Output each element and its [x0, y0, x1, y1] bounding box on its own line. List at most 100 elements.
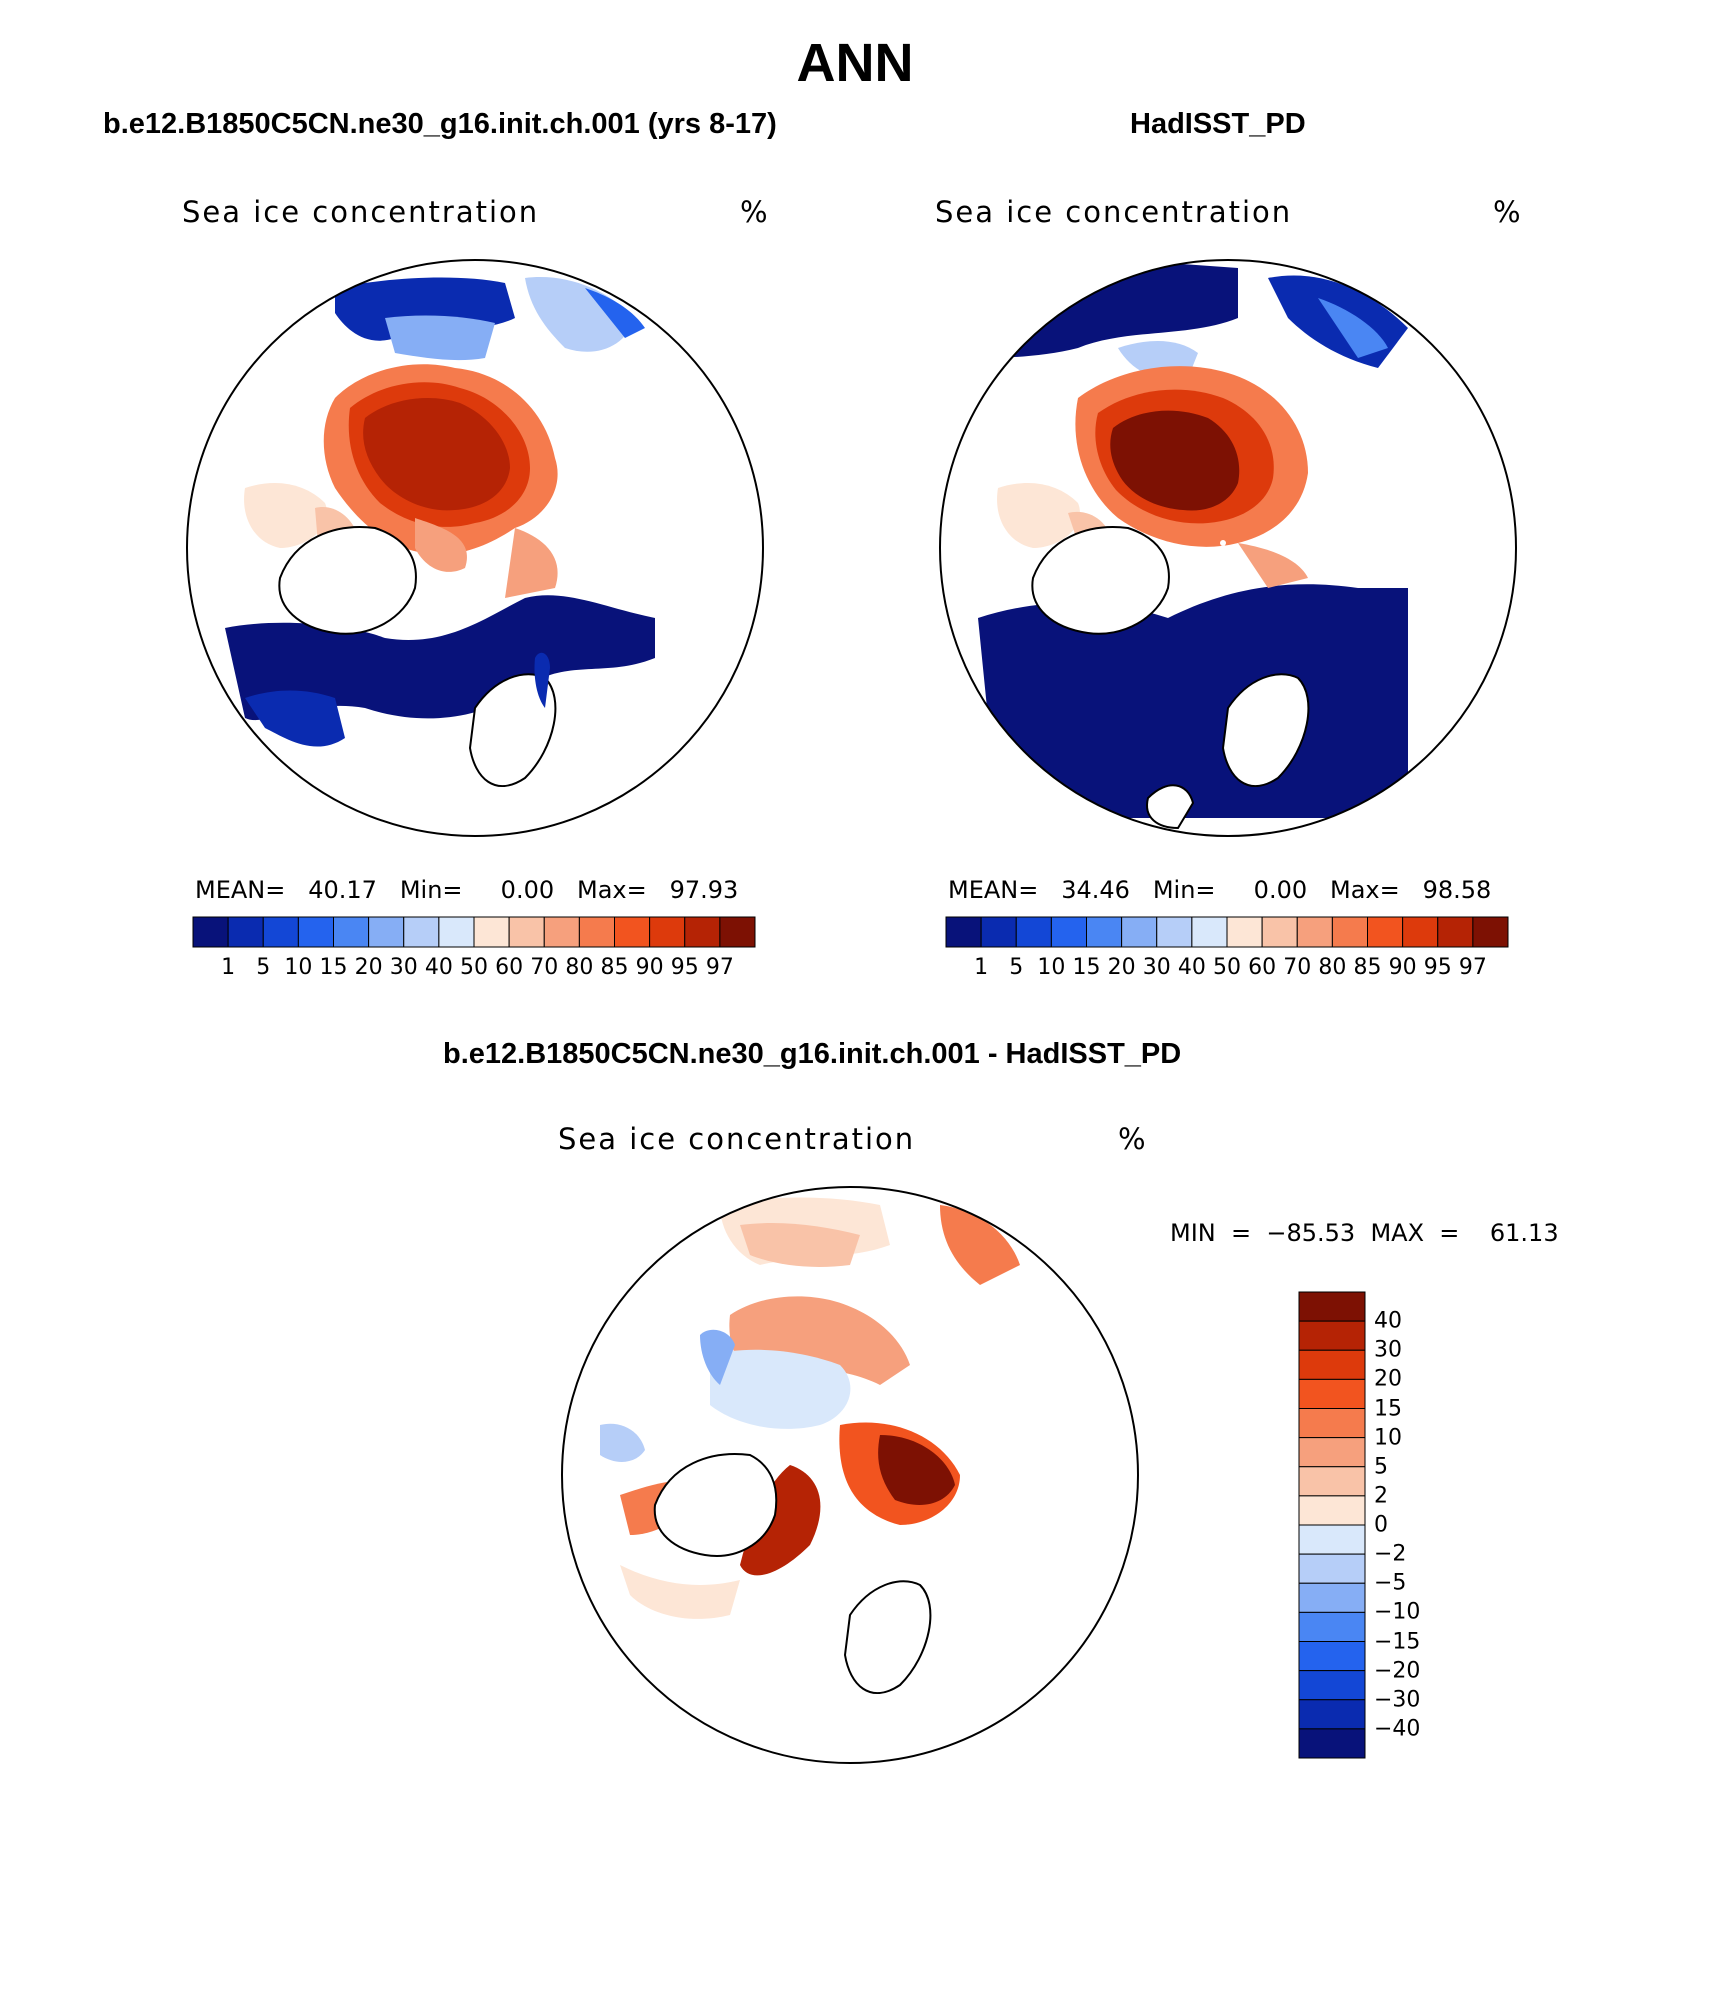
- diff-colorbar-tick-label: −5: [1374, 1570, 1407, 1596]
- colorbar-swatch: [508, 916, 545, 948]
- colorbar-swatch: [262, 916, 299, 948]
- bering-ice: [958, 263, 1238, 358]
- diff-colorbar-tick-label: 10: [1374, 1425, 1402, 1451]
- colorbar-swatch: [1121, 916, 1158, 948]
- diff-colorbar-tick-label: 5: [1374, 1454, 1388, 1480]
- panel2-units-label: %: [1493, 195, 1523, 229]
- panel2-colorbar: [945, 916, 1509, 948]
- colorbar-swatch: [1050, 916, 1087, 948]
- colorbar-swatch: [1367, 916, 1404, 948]
- colorbar-swatch: [1086, 916, 1123, 948]
- colorbar-swatch: [614, 916, 651, 948]
- diff-colorbar-swatch: [1298, 1524, 1366, 1555]
- colorbar-tick-label: 97: [705, 955, 734, 980]
- colorbar-tick-label: 10: [284, 955, 313, 980]
- colorbar-swatch: [684, 916, 721, 948]
- colorbar-swatch: [945, 916, 982, 948]
- colorbar-tick-label: 5: [1009, 955, 1024, 980]
- diff-colorbar-swatch: [1298, 1670, 1366, 1701]
- diff-colorbar-swatch: [1298, 1291, 1366, 1322]
- panel1-title: b.e12.B1850C5CN.ne30_g16.init.ch.001 (yr…: [103, 108, 777, 140]
- colorbar-swatch: [719, 916, 756, 948]
- panel2-stats: MEAN= 34.46 Min= 0.00 Max= 98.58: [948, 876, 1492, 904]
- colorbar-tick-label: 70: [1283, 955, 1312, 980]
- diff-colorbar-tick-label: 40: [1374, 1308, 1402, 1334]
- diff-title: b.e12.B1850C5CN.ne30_g16.init.ch.001 - H…: [443, 1038, 1182, 1070]
- diff-colorbar-swatch: [1298, 1466, 1366, 1497]
- colorbar-swatch: [649, 916, 686, 948]
- colorbar-swatch: [1437, 916, 1474, 948]
- diff-colorbar-ticks: 40 30 20 15 10 5 2 0 −2 −5 −10 −15 −20 −30 −40: [1374, 1292, 1444, 1758]
- figure-title: ANN: [796, 33, 914, 93]
- greenland: [278, 526, 417, 635]
- diff-colorbar-tick-label: −2: [1374, 1541, 1407, 1567]
- diff-variable-label: Sea ice concentration: [558, 1122, 916, 1156]
- diff-colorbar-swatch: [1298, 1728, 1366, 1759]
- colorbar-tick-label: 60: [495, 955, 524, 980]
- panel1-units-label: %: [740, 195, 770, 229]
- colorbar-tick-label: 15: [1072, 955, 1101, 980]
- diff-colorbar-swatch: [1298, 1437, 1366, 1468]
- colorbar-swatch: [438, 916, 475, 948]
- diff-colorbar-swatch: [1298, 1611, 1366, 1642]
- diff-colorbar-swatch: [1298, 1553, 1366, 1584]
- colorbar-tick-label: 20: [1107, 955, 1136, 980]
- panel1-variable-label: Sea ice concentration: [182, 195, 540, 229]
- colorbar-tick-label: 1: [974, 955, 989, 980]
- colorbar-tick-label: 40: [424, 955, 453, 980]
- colorbar-tick-label: 30: [1142, 955, 1171, 980]
- diff-colorbar-swatch: [1298, 1641, 1366, 1672]
- diff-colorbar-tick-label: −15: [1374, 1629, 1421, 1654]
- colorbar-swatch: [227, 916, 264, 948]
- diff-colorbar-tick-label: 20: [1374, 1366, 1402, 1392]
- diff-units-label: %: [1118, 1122, 1148, 1156]
- colorbar-swatch: [1191, 916, 1228, 948]
- colorbar-tick-label: 10: [1037, 955, 1066, 980]
- colorbar-tick-label: 15: [319, 955, 348, 980]
- colorbar-tick-label: 90: [1388, 955, 1417, 980]
- colorbar-tick-label: 70: [530, 955, 559, 980]
- colorbar-tick-label: 85: [600, 955, 629, 980]
- colorbar-tick-label: 95: [670, 955, 699, 980]
- diff-colorbar-swatch: [1298, 1378, 1366, 1409]
- colorbar-tick-label: 20: [354, 955, 383, 980]
- diff-colorbar-tick-label: 30: [1374, 1337, 1402, 1363]
- colorbar-tick-label: 90: [635, 955, 664, 980]
- diff-colorbar: [1298, 1291, 1366, 1759]
- panel2-map: [939, 259, 1517, 837]
- diff-colorbar-swatch: [1298, 1320, 1366, 1351]
- colorbar-tick-label: 60: [1248, 955, 1277, 980]
- colorbar-tick-label: 1: [221, 955, 236, 980]
- panel2-colorbar-ticks: 1 5 10 15 20 30 40 50 60 70 80 85 90 95 97: [946, 955, 1508, 985]
- colorbar-swatch: [1331, 916, 1368, 948]
- diff-colorbar-tick-label: −30: [1374, 1687, 1421, 1713]
- colorbar-tick-label: 5: [256, 955, 271, 980]
- diff-colorbar-tick-label: 15: [1374, 1396, 1402, 1421]
- colorbar-swatch: [1226, 916, 1263, 948]
- diff-colorbar-tick-label: 0: [1374, 1512, 1388, 1538]
- panel1-map: [186, 259, 764, 837]
- diff-colorbar-swatch: [1298, 1495, 1366, 1526]
- diff-colorbar-swatch: [1298, 1582, 1366, 1613]
- diff-colorbar-tick-label: −20: [1374, 1658, 1421, 1684]
- colorbar-tick-label: 40: [1177, 955, 1206, 980]
- colorbar-swatch: [1472, 916, 1509, 948]
- colorbar-tick-label: 85: [1353, 955, 1382, 980]
- diff-colorbar-swatch: [1298, 1349, 1366, 1380]
- colorbar-tick-label: 80: [565, 955, 594, 980]
- colorbar-swatch: [1015, 916, 1052, 948]
- panel2-variable-label: Sea ice concentration: [935, 195, 1293, 229]
- diff-colorbar-tick-label: 2: [1374, 1483, 1388, 1509]
- colorbar-tick-label: 95: [1423, 955, 1452, 980]
- north-atlantic-ice: [978, 584, 1408, 818]
- central-arctic-diff: [710, 1349, 851, 1429]
- colorbar-swatch: [1402, 916, 1439, 948]
- diff-map: [561, 1186, 1139, 1764]
- greenland: [653, 1453, 778, 1557]
- colorbar-tick-label: 80: [1318, 955, 1347, 980]
- greenland: [1031, 526, 1170, 635]
- colorbar-tick-label: 30: [389, 955, 418, 980]
- colorbar-swatch: [368, 916, 405, 948]
- colorbar-swatch: [192, 916, 229, 948]
- colorbar-tick-label: 50: [1213, 955, 1241, 980]
